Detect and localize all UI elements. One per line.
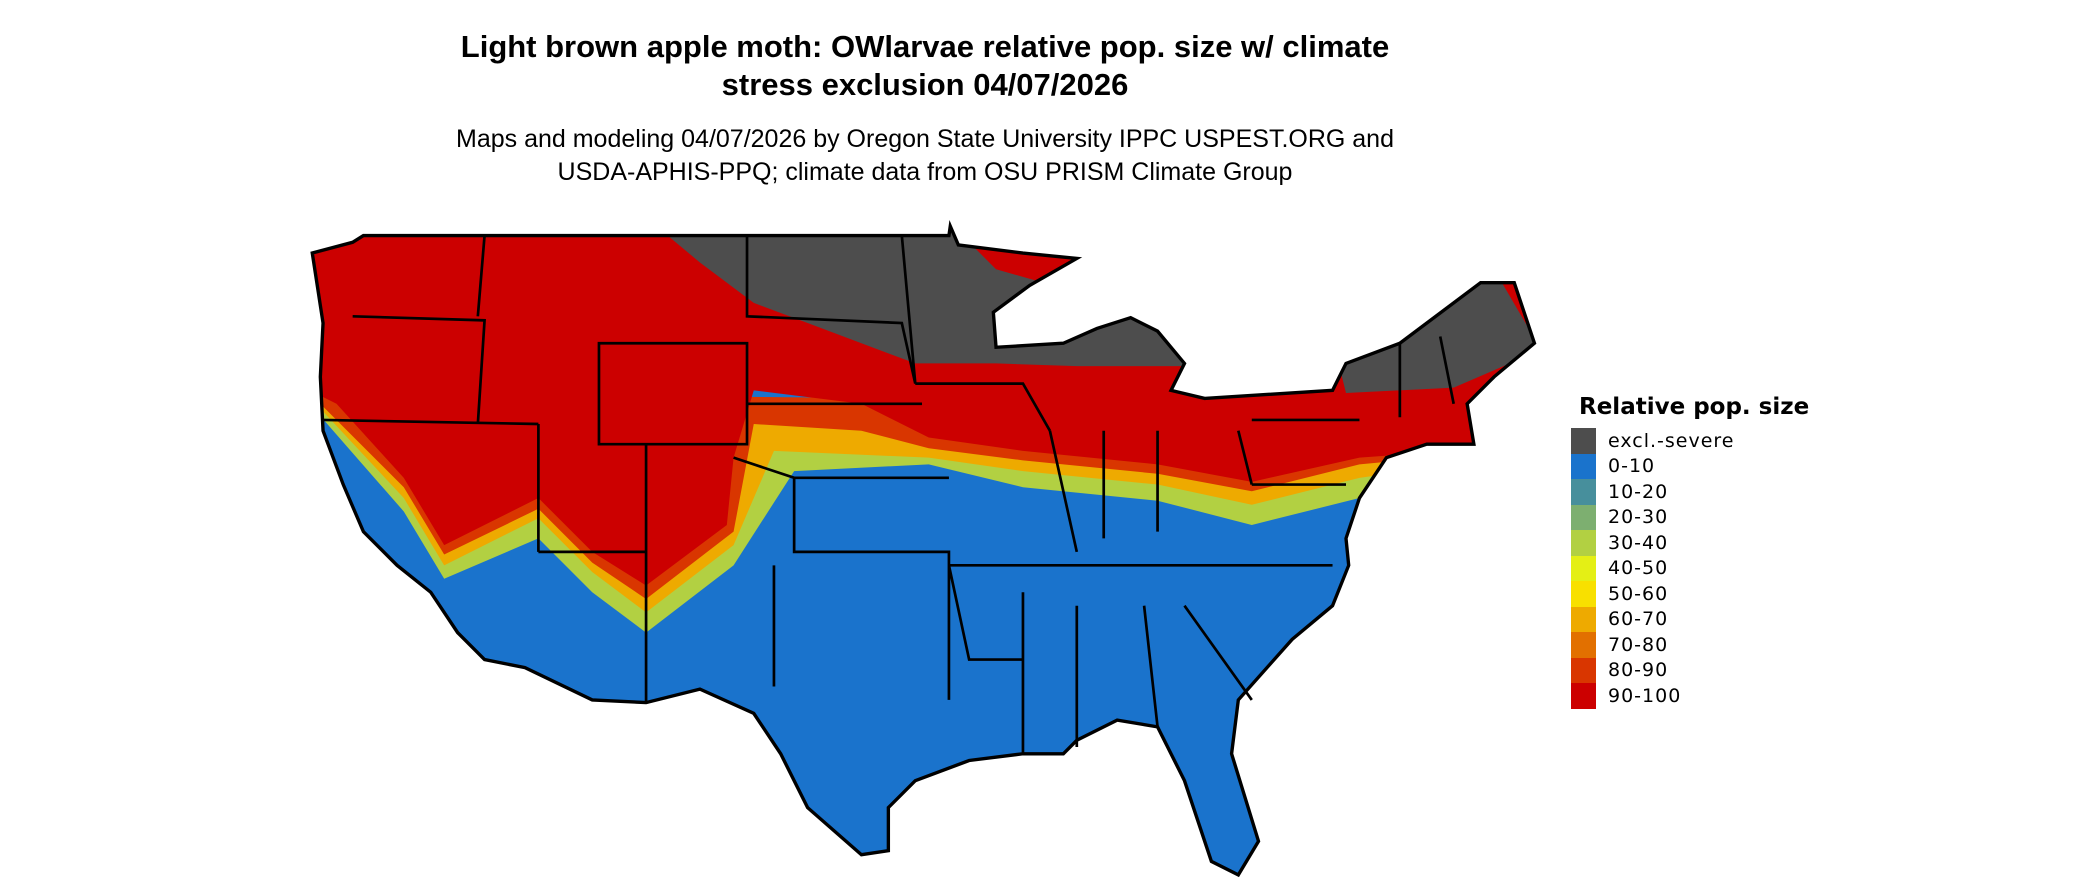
legend-item: 90-100	[1571, 683, 1809, 709]
legend-swatch	[1571, 657, 1596, 683]
legend: Relative pop. size excl.-severe 0-10 10-20…	[1571, 394, 1809, 709]
legend-label: 50-60	[1608, 582, 1669, 605]
legend-item: 30-40	[1571, 530, 1809, 556]
state-borders	[323, 235, 1455, 754]
legend-label: 30-40	[1608, 531, 1669, 554]
legend-swatch	[1571, 606, 1596, 632]
legend-label: 90-100	[1608, 684, 1682, 707]
legend-label: 10-20	[1608, 480, 1669, 503]
legend-item: 0-10	[1571, 453, 1809, 479]
legend-swatch	[1571, 632, 1596, 658]
map-title: Light brown apple moth: OWlarvae relativ…	[330, 28, 1520, 104]
subtitle-line-1: Maps and modeling 04/07/2026 by Oregon S…	[456, 125, 1394, 153]
legend-label: excl.-severe	[1608, 429, 1735, 452]
legend-item: 20-30	[1571, 504, 1809, 530]
legend-swatch	[1571, 530, 1596, 556]
legend-label: 60-70	[1608, 608, 1669, 631]
legend-label: 20-30	[1608, 506, 1669, 529]
title-line-2: stress exclusion 04/07/2026	[721, 67, 1129, 102]
legend-item: excl.-severe	[1571, 428, 1809, 454]
legend-item: 70-80	[1571, 632, 1809, 658]
title-line-1: Light brown apple moth: OWlarvae relativ…	[460, 29, 1390, 64]
legend-title: Relative pop. size	[1579, 394, 1810, 420]
legend-item: 50-60	[1571, 581, 1809, 607]
legend-swatch	[1571, 479, 1596, 505]
legend-label: 70-80	[1608, 633, 1669, 656]
legend-item: 10-20	[1571, 479, 1809, 505]
map-subtitle: Maps and modeling 04/07/2026 by Oregon S…	[330, 123, 1520, 189]
legend-swatch	[1571, 555, 1596, 581]
legend-item: 40-50	[1571, 555, 1809, 581]
legend-swatch	[1571, 428, 1596, 454]
legend-swatch	[1571, 453, 1596, 479]
legend-item: 80-90	[1571, 657, 1809, 683]
region-excl-severe-northeast	[1339, 269, 1535, 394]
subtitle-line-2: USDA-APHIS-PPQ; climate data from OSU PR…	[557, 158, 1293, 186]
legend-swatch	[1571, 581, 1596, 607]
legend-item: 60-70	[1571, 606, 1809, 632]
legend-label: 40-50	[1608, 557, 1669, 580]
legend-label: 0-10	[1608, 455, 1656, 478]
legend-swatch	[1571, 683, 1596, 709]
legend-label: 80-90	[1608, 659, 1669, 682]
legend-items: excl.-severe 0-10 10-20 20-30 30-40 40-50 50-6…	[1571, 428, 1809, 709]
legend-swatch	[1571, 504, 1596, 530]
